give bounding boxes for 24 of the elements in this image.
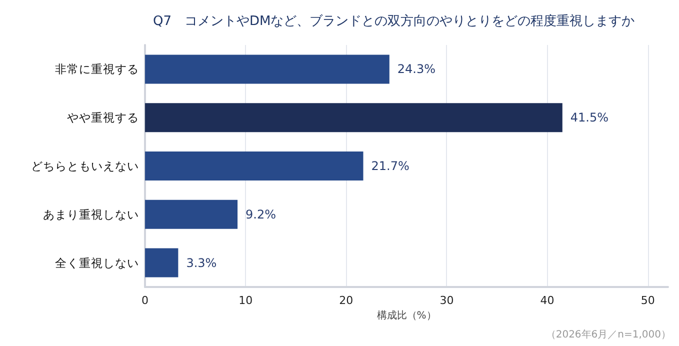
chart-title: Q7 コメントやDMなど、ブランドとの双方向のやりとりをどの程度重視しますか [153,13,635,29]
y-tick-label: あまり重視しない [43,207,139,222]
bar [145,200,238,229]
y-tick-label: どちらともいえない [31,159,139,173]
x-tick-label: 50 [640,294,655,307]
x-tick-label: 20 [339,294,354,307]
bar [145,54,390,84]
data-label: 21.7% [371,159,410,173]
y-tick-label: やや重視する [67,110,139,125]
x-tick-label: 0 [142,294,148,307]
text: （2026年6月／n=1,000） [546,328,671,340]
data-label: 24.3% [397,62,436,76]
x-tick-label: 10 [238,294,253,307]
bar [145,152,364,180]
y-tick-label: 全く重視しない [55,256,139,270]
x-axis-title: 構成比（%） [376,309,436,322]
y-tick-label: 非常に重視する [55,62,139,76]
bar [145,103,562,132]
data-label: 41.5% [570,110,609,125]
bar [145,248,178,278]
data-label: 3.3% [186,256,217,270]
x-tick-label: 30 [440,294,454,307]
data-label: 9.2% [246,207,276,222]
x-tick-label: 40 [540,294,554,307]
